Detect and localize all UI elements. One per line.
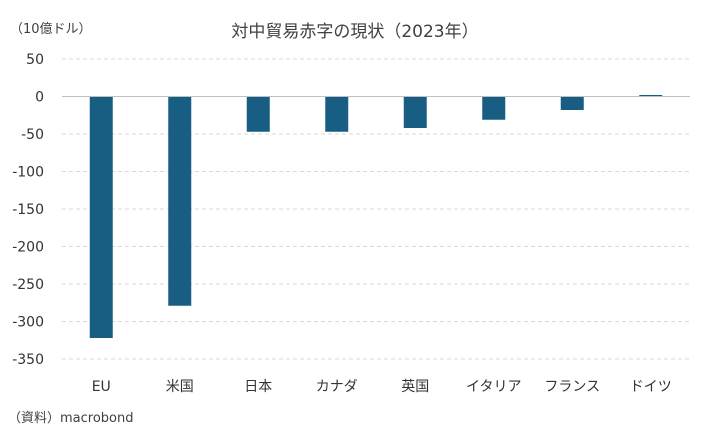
y-axis-ticks: 50 0 -50 -100 -150 -200 -250 -300 -350 [12, 52, 44, 368]
source-note: （資料）macrobond [8, 411, 134, 426]
x-category-label: カナダ [316, 379, 358, 395]
bar [639, 95, 663, 97]
x-category-label: EU [92, 379, 111, 395]
y-tick-label: -50 [21, 127, 44, 143]
y-tick-label: -100 [12, 165, 44, 181]
bar [403, 96, 427, 128]
y-tick-label: -350 [12, 352, 44, 368]
x-category-label: イタリア [466, 379, 521, 395]
y-tick-label: -200 [12, 240, 44, 256]
y-tick-label: -150 [12, 202, 44, 218]
x-category-label: 英国 [401, 378, 429, 395]
x-category-label: 日本 [244, 379, 272, 395]
x-category-label: フランス [544, 379, 600, 395]
y-tick-label: -300 [12, 315, 44, 331]
bar [560, 96, 584, 110]
bars [89, 95, 663, 338]
bar [325, 96, 349, 132]
y-tick-label: 50 [26, 52, 44, 68]
bar [246, 96, 270, 132]
chart-title: 対中貿易赤字の現状（2023年） [231, 22, 478, 42]
x-category-label: ドイツ [630, 379, 672, 395]
grid-lines [62, 58, 690, 360]
unit-label: （10億ドル） [10, 21, 92, 37]
bar [168, 96, 192, 306]
bar [482, 96, 506, 120]
y-tick-label: 0 [35, 90, 44, 106]
y-tick-label: -250 [12, 277, 44, 293]
x-category-label: 米国 [166, 379, 194, 395]
bar [89, 96, 113, 338]
x-axis-categories: EU 米国 日本 カナダ 英国 イタリア フランス ドイツ [92, 378, 672, 395]
